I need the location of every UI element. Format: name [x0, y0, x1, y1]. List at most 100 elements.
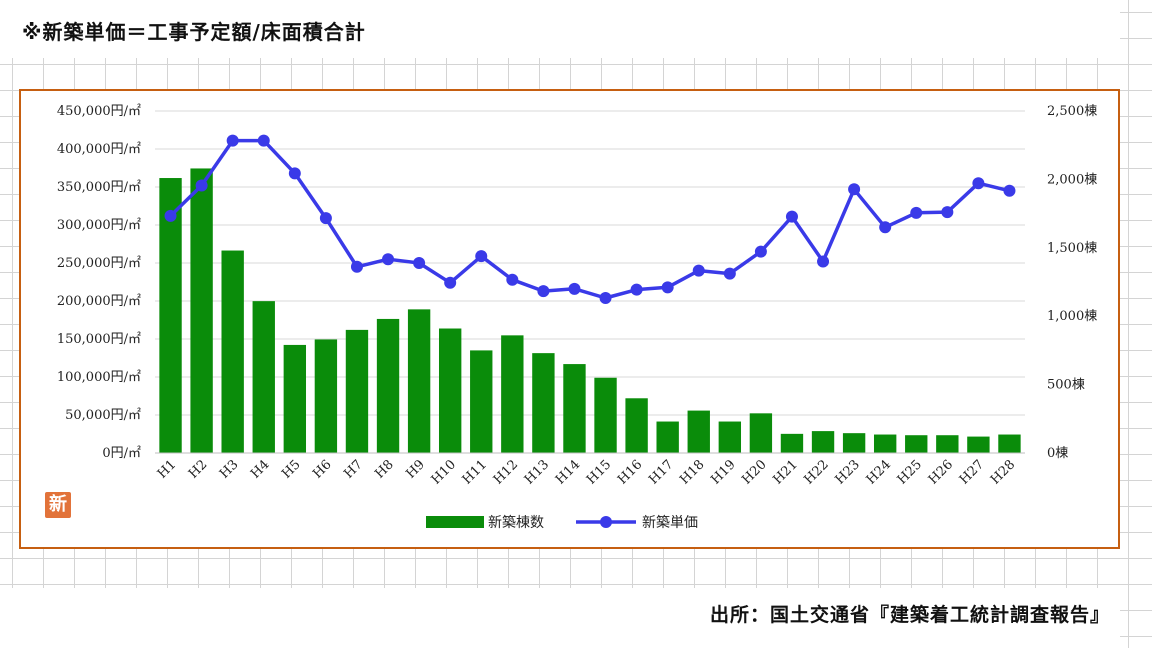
- line-point: [382, 253, 395, 266]
- line-point: [817, 255, 830, 268]
- x-axis-tick-label: H27: [957, 457, 987, 487]
- x-axis-tick-label: H6: [310, 457, 334, 481]
- right-axis-tick-label: 1,000棟: [1047, 309, 1097, 324]
- bar: [314, 339, 338, 453]
- x-axis-tick-label: H1: [155, 457, 179, 481]
- line-point: [568, 282, 581, 295]
- logo-seal-icon: 新: [45, 492, 71, 518]
- x-axis-tick-label: H23: [833, 457, 863, 487]
- line-point: [848, 183, 861, 196]
- source-citation: 出所：国土交通省『建築着工統計調査報告』: [709, 604, 1110, 626]
- bar: [501, 335, 524, 453]
- x-axis-tick-label: H7: [341, 457, 365, 481]
- x-axis-tick-label: H25: [895, 457, 925, 487]
- line-point: [288, 167, 301, 180]
- bar: [625, 398, 648, 453]
- line-point: [164, 209, 177, 222]
- bar: [998, 434, 1021, 453]
- bar: [283, 344, 307, 453]
- line-point: [475, 250, 488, 263]
- bar: [780, 433, 804, 453]
- legend-label-line: 新築単価: [642, 515, 698, 531]
- line-point: [226, 134, 239, 147]
- x-axis-tick-label: H15: [584, 457, 614, 487]
- right-axis-tick-label: 0棟: [1047, 446, 1068, 461]
- line-point: [692, 264, 705, 277]
- x-axis-tick-label: H4: [248, 457, 272, 481]
- x-axis-tick-label: H24: [864, 457, 894, 487]
- bar: [563, 364, 586, 453]
- line-point: [941, 206, 954, 219]
- x-axis-tick-label: H21: [770, 457, 800, 487]
- line-point: [972, 177, 985, 190]
- bar: [407, 309, 431, 453]
- x-axis-tick-label: H2: [186, 457, 210, 481]
- logo-text: 新: [49, 494, 67, 515]
- left-axis-tick-label: 150,000円/㎡: [57, 332, 141, 347]
- x-axis-tick-label: H10: [429, 457, 459, 487]
- bar: [159, 178, 182, 454]
- bar: [376, 318, 400, 453]
- bar: [532, 353, 555, 453]
- x-axis-tick-label: H11: [460, 457, 490, 487]
- legend-label-bar: 新築棟数: [488, 515, 544, 531]
- left-axis-tick-label: 250,000円/㎡: [57, 256, 141, 271]
- bar: [873, 434, 897, 453]
- left-axis-tick-label: 300,000円/㎡: [57, 218, 141, 233]
- bar: [936, 435, 959, 453]
- chart-frame[interactable]: 0円/㎡ 50,000円/㎡ 100,000円/㎡ 150,000円/㎡ 200,000…: [19, 89, 1120, 549]
- x-axis-tick-label: H22: [802, 457, 832, 487]
- bar: [656, 421, 679, 453]
- line-series-path: [169, 138, 1010, 300]
- page-title: ※新築単価＝工事予定額/床面積合計: [22, 20, 366, 44]
- right-axis-tick-label: 2,000棟: [1047, 172, 1097, 187]
- right-axis-tick-label: 2,500棟: [1047, 104, 1097, 119]
- x-axis-tick-label: H9: [403, 457, 427, 481]
- line-point: [630, 283, 643, 296]
- bar: [190, 168, 213, 453]
- line-point: [785, 210, 798, 223]
- legend-line-marker: [600, 516, 612, 528]
- x-axis-tick-label: H16: [615, 457, 645, 487]
- line-point: [506, 273, 519, 286]
- line-point: [444, 276, 457, 289]
- x-axis-tick-label: H5: [279, 457, 303, 481]
- line-point: [1003, 184, 1016, 197]
- x-axis-tick-label: H19: [708, 457, 738, 487]
- x-axis-tick-label: H20: [739, 457, 769, 487]
- line-point: [195, 179, 208, 192]
- bar: [905, 435, 928, 453]
- bar: [749, 413, 773, 453]
- x-axis-tick-label: H28: [988, 457, 1018, 487]
- bar: [811, 431, 835, 453]
- left-axis-tick-label: 350,000円/㎡: [57, 180, 141, 195]
- bar: [221, 250, 244, 453]
- x-axis-tick-label: H3: [217, 457, 241, 481]
- bar: [594, 377, 617, 453]
- right-axis-tick-label: 1,500棟: [1047, 241, 1097, 256]
- bar: [687, 410, 710, 453]
- x-axis-tick-label: H26: [926, 457, 956, 487]
- left-axis-tick-label: 450,000円/㎡: [57, 104, 141, 119]
- bar: [438, 328, 462, 453]
- left-axis-tick-label: 0円/㎡: [102, 446, 141, 461]
- bar: [718, 421, 742, 453]
- bar: [470, 350, 493, 453]
- left-axis-tick-label: 100,000円/㎡: [57, 370, 141, 385]
- left-axis-tick-label: 400,000円/㎡: [57, 142, 141, 157]
- x-axis-tick-label: H17: [646, 457, 676, 487]
- line-point: [319, 212, 332, 225]
- line-point: [754, 245, 767, 258]
- line-point: [413, 257, 426, 269]
- x-axis-tick-label: H13: [522, 457, 552, 487]
- line-point: [879, 221, 892, 234]
- title-band: [0, 0, 1120, 58]
- bar: [345, 329, 369, 453]
- line-point: [661, 281, 674, 294]
- source-band: [0, 588, 1120, 648]
- line-point: [599, 291, 612, 304]
- line-point: [537, 285, 550, 298]
- left-axis-tick-label: 200,000円/㎡: [57, 294, 141, 309]
- line-point: [723, 267, 736, 280]
- right-axis-tick-label: 500棟: [1047, 378, 1085, 393]
